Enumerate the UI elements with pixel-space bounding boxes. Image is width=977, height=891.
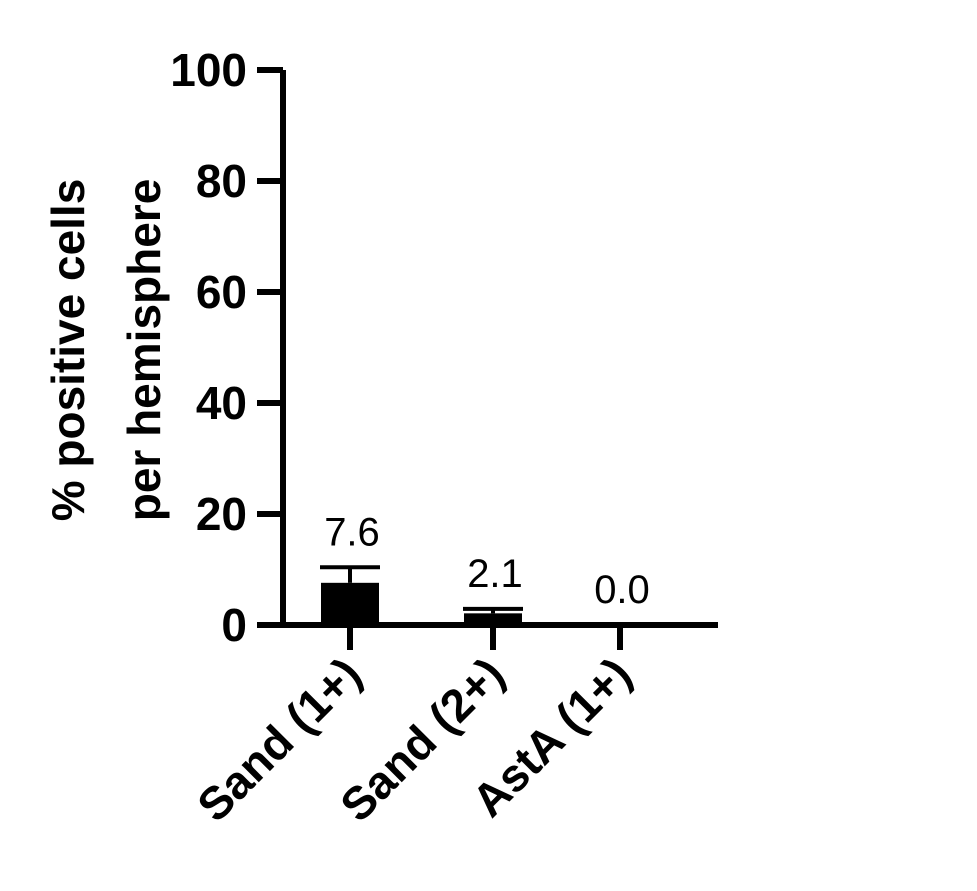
data-labels: 7.6 2.1 0.0	[324, 510, 650, 612]
bars	[320, 565, 523, 625]
y-axis-title-line-2: per hemisphere	[118, 179, 170, 522]
data-label: 2.1	[467, 552, 523, 596]
y-tick-label: 100	[170, 44, 247, 96]
y-tick-label: 20	[196, 488, 247, 540]
data-label: 0.0	[594, 568, 650, 612]
y-tick-label: 0	[221, 599, 247, 651]
data-label: 7.6	[324, 510, 380, 554]
bar	[464, 613, 522, 625]
y-tick-label: 40	[196, 377, 247, 429]
bar	[321, 582, 379, 625]
y-tick-label: 60	[196, 266, 247, 318]
y-tick-label: 80	[196, 155, 247, 207]
y-axis: 0 20 40 60 80 100	[170, 44, 286, 651]
x-axis: Sand (1+)Sand (2+)AstA (1+)	[187, 622, 718, 831]
y-axis-title: % positive cells per hemisphere	[42, 179, 170, 522]
y-axis-title-line-1: % positive cells	[42, 179, 94, 522]
